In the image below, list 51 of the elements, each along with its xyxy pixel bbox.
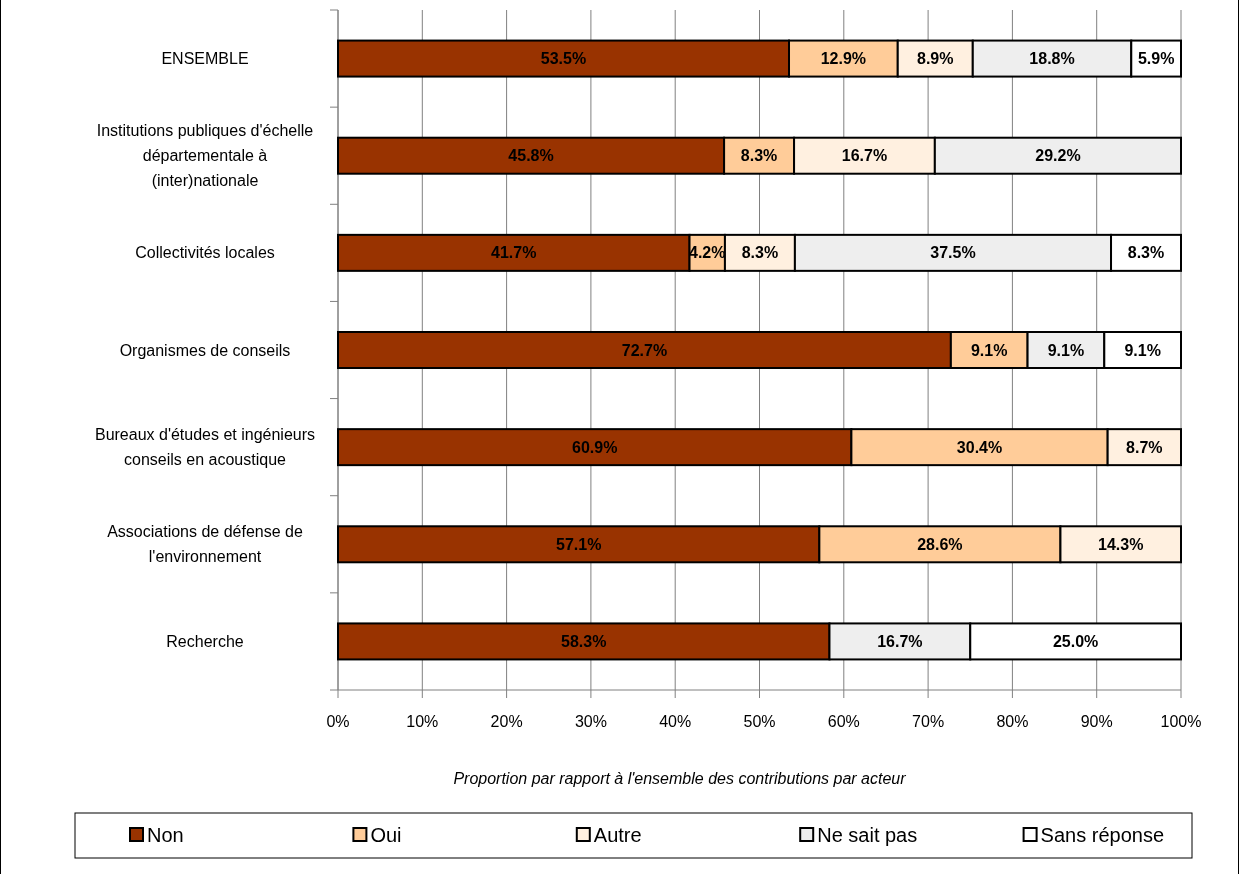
x-tick-label: 40% <box>659 712 692 730</box>
y-tick-label: Associations de défense de l'environnement <box>107 523 303 566</box>
legend-label: Autre <box>593 824 642 846</box>
data-label: 18.8% <box>1029 50 1075 68</box>
x-tick-label: 100% <box>1160 712 1202 730</box>
data-label: 41.7% <box>491 244 537 262</box>
data-label: 45.8% <box>508 147 554 165</box>
y-tick-label: Organismes de conseils <box>119 341 291 359</box>
legend-label: Sans réponse <box>1040 824 1165 846</box>
x-axis-title: Proportion par rapport à l'ensemble des contributions par acteur <box>453 769 907 787</box>
x-tick-label: 90% <box>1080 712 1113 730</box>
x-tick-label: 80% <box>996 712 1029 730</box>
x-tick-label: 30% <box>574 712 607 730</box>
data-label: 16.7% <box>877 633 923 651</box>
x-tick-label: 10% <box>406 712 439 730</box>
data-label: 37.5% <box>930 244 976 262</box>
legend-label: Oui <box>370 824 402 846</box>
data-label: 58.3% <box>561 633 607 651</box>
data-label: 8.3% <box>741 244 779 262</box>
y-tick-label: Institutions publiques d'échelle départementale à (inter)nationale <box>96 122 314 190</box>
data-label: 9.1% <box>970 341 1008 359</box>
y-tick-label: Recherche <box>166 633 244 651</box>
data-label: 8.7% <box>1126 438 1163 456</box>
data-label: 60.9% <box>572 438 618 456</box>
y-tick-label: Collectivités locales <box>135 244 275 262</box>
y-tick-label: ENSEMBLE <box>161 50 249 68</box>
data-label: 9.1% <box>1047 341 1085 359</box>
data-label: 29.2% <box>1035 147 1081 165</box>
data-label: 8.9% <box>917 50 954 68</box>
data-label: 14.3% <box>1098 535 1144 553</box>
data-label: 53.5% <box>540 50 587 68</box>
x-tick-label: 20% <box>490 712 523 730</box>
data-label: 9.1% <box>1124 341 1161 359</box>
data-label: 16.7% <box>841 147 888 165</box>
x-tick-label: 0% <box>326 712 350 730</box>
data-label: 8.3% <box>1127 244 1165 262</box>
data-label: 5.9% <box>1137 50 1175 68</box>
data-label: 72.7% <box>621 341 668 359</box>
data-label: 12.9% <box>820 50 867 68</box>
x-tick-label: 70% <box>912 712 945 730</box>
legend-label: Non <box>147 824 184 846</box>
data-label: 25.0% <box>1052 633 1099 651</box>
x-tick-label: 50% <box>743 712 776 730</box>
data-label: 30.4% <box>956 438 1003 456</box>
data-label: 8.3% <box>740 147 778 165</box>
data-label: 57.1% <box>555 535 602 553</box>
y-tick-label: Bureaux d'études et ingénieurs conseils en acoustique <box>94 426 316 469</box>
legend-label: Ne sait pas <box>817 824 918 846</box>
data-label: 4.2% <box>689 244 726 262</box>
x-tick-label: 60% <box>827 712 860 730</box>
data-label: 28.6% <box>917 535 963 553</box>
